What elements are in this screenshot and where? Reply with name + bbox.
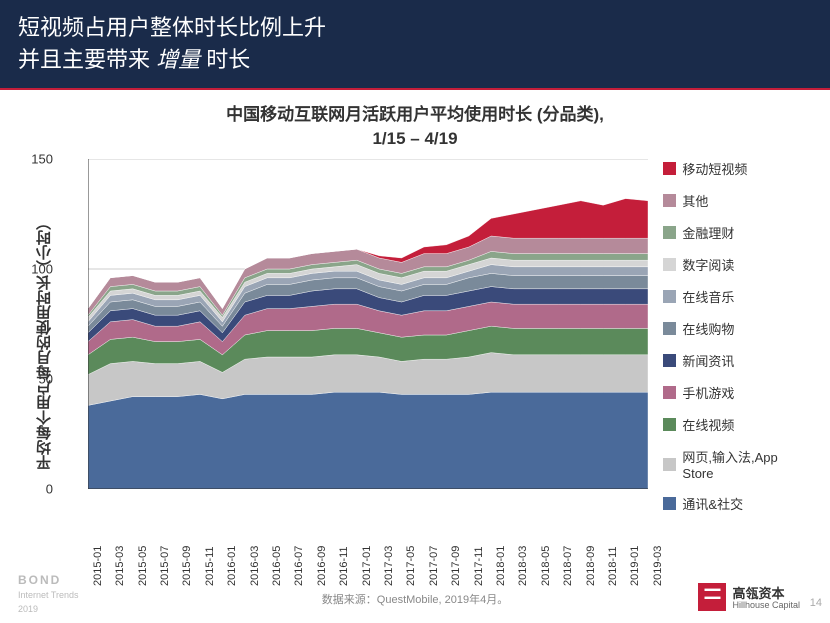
- x-tick-label: 2015-11: [204, 546, 216, 586]
- page-number: 14: [810, 597, 822, 609]
- x-tick-label: 2017-01: [361, 546, 373, 586]
- x-tick-label: 2017-09: [450, 546, 462, 586]
- data-source: 数据来源：QuestMobile, 2019年4月。: [322, 591, 508, 607]
- legend-label: 其他: [682, 191, 708, 210]
- legend-item-online_video: 在线视频: [663, 415, 800, 434]
- x-tick-label: 2016-05: [271, 546, 283, 586]
- legend-label: 金融理财: [682, 223, 734, 242]
- legend-label: 数字阅读: [682, 255, 734, 274]
- legend-label: 网页,输入法,App Store: [682, 447, 800, 481]
- x-tick-label: 2018-09: [585, 546, 597, 586]
- legend-swatch: [663, 497, 676, 510]
- legend-item-finance: 金融理财: [663, 223, 800, 242]
- x-tick-label: 2018-07: [562, 546, 574, 586]
- x-tick-label: 2018-01: [495, 546, 507, 586]
- series-comm_social: [88, 392, 648, 489]
- x-tick-label: 2015-05: [137, 546, 149, 586]
- plot: 2015-012015-032015-052015-072015-092015-…: [88, 159, 656, 526]
- legend-swatch: [663, 354, 676, 367]
- x-tick-label: 2017-05: [405, 546, 417, 586]
- slide: 短视频占用户整体时长比例上升 并且主要带来 增量 时长 中国移动互联网月活跃用户…: [0, 0, 830, 623]
- x-tick-label: 2016-09: [316, 546, 328, 586]
- legend-swatch: [663, 258, 676, 271]
- chart-title-line2: 1/15 – 4/19: [30, 129, 800, 149]
- x-tick-label: 2015-07: [159, 546, 171, 586]
- legend-label: 在线购物: [682, 319, 734, 338]
- legend-item-mobile_game: 手机游戏: [663, 383, 800, 402]
- y-tick: 50: [39, 372, 59, 387]
- y-axis-label: 平均每个用户每月的使用时长（小时）: [30, 159, 59, 526]
- footer: BOND Internet Trends 2019 数据来源：QuestMobi…: [0, 587, 830, 617]
- legend-item-web_ime_appstore: 网页,输入法,App Store: [663, 447, 800, 481]
- x-tick-label: 2019-03: [652, 546, 664, 586]
- x-tick-label: 2015-01: [92, 546, 104, 586]
- x-tick-label: 2018-11: [607, 546, 619, 586]
- legend-item-online_shopping: 在线购物: [663, 319, 800, 338]
- bond-brand: BOND Internet Trends 2019: [18, 573, 79, 615]
- x-tick-label: 2019-01: [629, 546, 641, 586]
- legend-swatch: [663, 290, 676, 303]
- x-tick-label: 2015-03: [114, 546, 126, 586]
- legend-label: 在线音乐: [682, 287, 734, 306]
- legend-swatch: [663, 386, 676, 399]
- plot-wrap: 平均每个用户每月的使用时长（小时） 050100150 2015-012015-…: [30, 159, 800, 526]
- x-tick-label: 2018-05: [540, 546, 552, 586]
- y-tick: 0: [46, 482, 59, 497]
- legend-item-comm_social: 通讯&社交: [663, 494, 800, 513]
- hillhouse-logo-mark: ▬▬▬▬: [698, 583, 726, 611]
- y-tick: 150: [31, 152, 59, 167]
- legend-label: 通讯&社交: [682, 494, 743, 513]
- x-tick-label: 2016-03: [249, 546, 261, 586]
- chart-title-line1: 中国移动互联网月活跃用户平均使用时长 (分品类),: [30, 100, 800, 125]
- x-tick-label: 2017-07: [428, 546, 440, 586]
- y-axis-ticks: 050100150: [59, 159, 88, 489]
- legend-swatch: [663, 418, 676, 431]
- legend-item-digital_reading: 数字阅读: [663, 255, 800, 274]
- legend-label: 移动短视频: [682, 159, 747, 178]
- header-line1: 短视频占用户整体时长比例上升: [18, 10, 812, 42]
- hillhouse-logo: ▬▬▬▬ 高瓴资本 Hillhouse Capital: [698, 583, 800, 611]
- x-tick-label: 2017-03: [383, 546, 395, 586]
- legend-item-news: 新闻资讯: [663, 351, 800, 370]
- legend-label: 手机游戏: [682, 383, 734, 402]
- x-tick-label: 2018-03: [517, 546, 529, 586]
- chart-area: 中国移动互联网月活跃用户平均使用时长 (分品类), 1/15 – 4/19 平均…: [30, 100, 800, 560]
- legend-swatch: [663, 226, 676, 239]
- slide-header: 短视频占用户整体时长比例上升 并且主要带来 增量 时长: [0, 0, 830, 90]
- y-tick: 100: [31, 262, 59, 277]
- legend-item-other: 其他: [663, 191, 800, 210]
- legend-swatch: [663, 458, 676, 471]
- x-tick-label: 2017-11: [473, 546, 485, 586]
- header-line2: 并且主要带来 增量 时长: [18, 42, 812, 74]
- x-axis-labels: 2015-01 2015-03 2015-05 2015-07 2015-09 2015-…: [88, 526, 656, 596]
- legend-label: 新闻资讯: [682, 351, 734, 370]
- legend-swatch: [663, 162, 676, 175]
- legend-swatch: [663, 194, 676, 207]
- x-tick-label: 2016-07: [293, 546, 305, 586]
- x-tick-label: 2015-09: [181, 546, 193, 586]
- stacked-area-svg: [88, 159, 648, 489]
- legend-item-short_video: 移动短视频: [663, 159, 800, 178]
- legend-swatch: [663, 322, 676, 335]
- legend-label: 在线视频: [682, 415, 734, 434]
- legend: 移动短视频其他金融理财数字阅读在线音乐在线购物新闻资讯手机游戏在线视频网页,输入…: [655, 159, 800, 526]
- legend-item-online_music: 在线音乐: [663, 287, 800, 306]
- x-tick-label: 2016-11: [338, 546, 350, 586]
- x-tick-label: 2016-01: [226, 546, 238, 586]
